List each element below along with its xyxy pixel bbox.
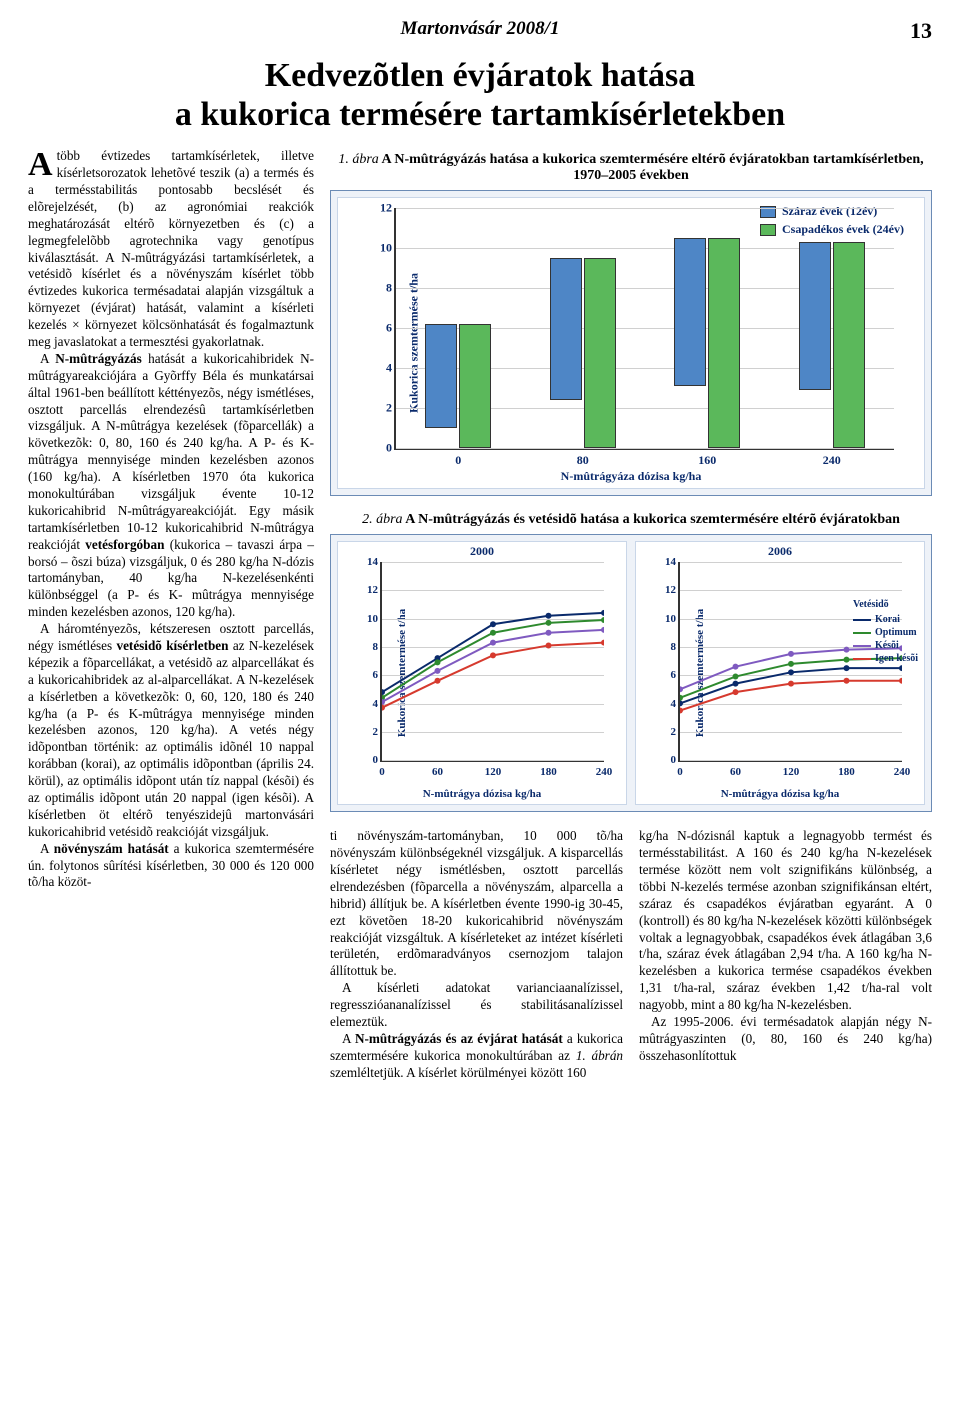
fig1-xtick: 80 — [577, 453, 589, 468]
fig1-chart: Kukorica szemtermése t/ha N-mûtrágyáza d… — [330, 190, 932, 496]
fig1-xtick: 0 — [455, 453, 461, 468]
fig1-xlabel: N-mûtrágyáza dózisa kg/ha — [561, 469, 702, 484]
fig1-ytick: 4 — [366, 361, 392, 376]
fig1-bar — [708, 238, 740, 448]
fig2-panel-title: 2006 — [768, 544, 792, 559]
fig1-bar — [799, 242, 831, 390]
fig2-panel: 2006Kukorica szemtermése t/haN-mûtrágya … — [635, 541, 925, 805]
fig1-ytick: 12 — [366, 201, 392, 216]
fig2-chart: 2000Kukorica szemtermése t/haN-mûtrágya … — [330, 534, 932, 812]
fig1-bar — [833, 242, 865, 448]
fig1-plot-area: 024681012080160240 — [394, 208, 894, 450]
term-n-fert: N-mûtrágyázás — [55, 351, 141, 366]
fig1-ytick: 0 — [366, 441, 392, 456]
fig1-bar — [674, 238, 706, 386]
fig1-ytick: 2 — [366, 401, 392, 416]
fig2-caption: 2. ábra A N-mûtrágyázás és vetésidõ hatá… — [330, 512, 932, 528]
fig1-ytick: 6 — [366, 321, 392, 336]
bottom-col-2: kg/ha N-dózisnál kaptuk a legnagyobb ter… — [639, 828, 932, 1081]
fig2-panel-title: 2000 — [470, 544, 494, 559]
fig1-xtick: 160 — [698, 453, 716, 468]
bottom-columns: ti növényszám-tartományban, 10 000 tõ/ha… — [330, 828, 932, 1081]
dropcap: A — [28, 148, 57, 180]
para-1: több évtizedes tartamkísérletek, illetve… — [28, 148, 314, 349]
article-title: Kedvezõtlen évjáratok hatása a kukorica … — [28, 56, 932, 134]
page-number: 13 — [910, 18, 932, 44]
fig1-ytick: 10 — [366, 241, 392, 256]
fig1-bar — [584, 258, 616, 448]
fig2-legend: VetésidõKoraiOptimumKésõiIgen késõi — [853, 598, 918, 665]
fig1-ytick: 8 — [366, 281, 392, 296]
fig1-xtick: 240 — [823, 453, 841, 468]
fig1-caption: 1. ábra A N-mûtrágyázás hatása a kukoric… — [330, 152, 932, 184]
fig1-bar — [550, 258, 582, 400]
fig1-bar — [459, 324, 491, 448]
fig2-panel: 2000Kukorica szemtermése t/haN-mûtrágya … — [337, 541, 627, 805]
magazine-title: Martonvásár 2008/1 — [401, 18, 560, 40]
bottom-col-1: ti növényszám-tartományban, 10 000 tõ/ha… — [330, 828, 623, 1081]
running-head: Martonvásár 2008/1 13 — [28, 18, 932, 42]
body-column-left: A több évtizedes tartamkísérletek, illet… — [28, 148, 314, 1081]
fig1-bar — [425, 324, 457, 428]
